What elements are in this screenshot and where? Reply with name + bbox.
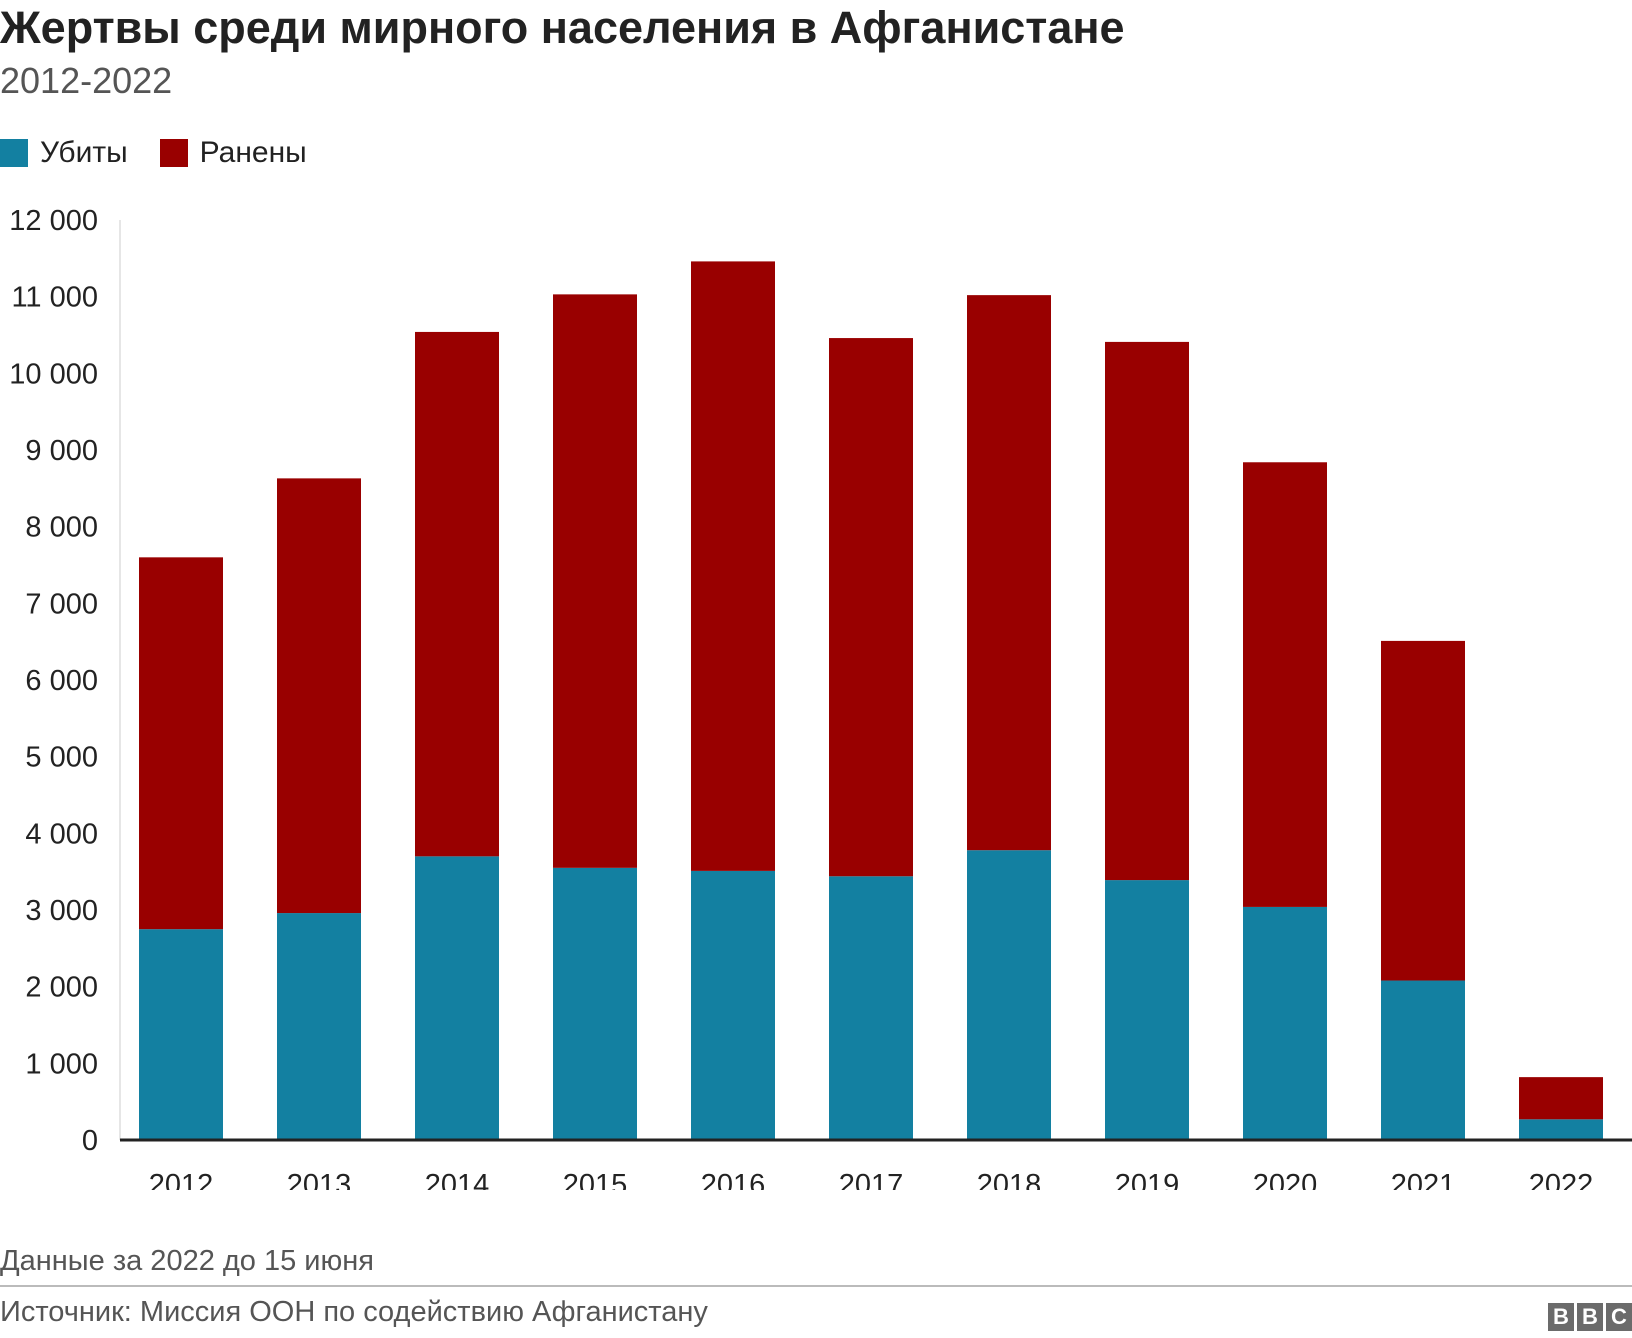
bar-killed <box>691 870 775 1140</box>
x-tick-label: 2021 <box>1391 1169 1456 1190</box>
bar-killed <box>1519 1119 1603 1140</box>
y-tick-label: 9 000 <box>25 435 98 467</box>
bar-killed <box>1243 906 1327 1140</box>
x-tick-label: 2012 <box>149 1169 214 1190</box>
bar-killed <box>415 856 499 1140</box>
source-text: Источник: Миссия ООН по содействию Афган… <box>0 1296 708 1328</box>
y-tick-label: 5 000 <box>25 742 98 774</box>
bar-killed <box>1381 980 1465 1140</box>
bar-wounded <box>829 338 913 877</box>
bar-wounded <box>1243 462 1327 907</box>
legend-item-killed: Убиты <box>0 136 128 170</box>
legend-label-wounded: Ранены <box>199 136 307 169</box>
logo-letter: B <box>1548 1303 1574 1331</box>
stacked-bar-chart: 0 1 000 2 000 3 000 4 000 5 000 6 000 7 000 8 00… <box>9 205 1632 1190</box>
bbc-logo: B B C <box>1545 1303 1632 1331</box>
x-tick-label: 2018 <box>977 1169 1042 1190</box>
bar-wounded <box>967 295 1051 851</box>
bar-wounded <box>415 331 499 857</box>
y-tick-label: 6 000 <box>25 665 98 697</box>
bar-killed <box>829 876 913 1140</box>
y-tick-label: 0 <box>82 1125 98 1157</box>
y-tick-label: 1 000 <box>25 1048 98 1080</box>
y-tick-label: 3 000 <box>25 895 98 927</box>
y-tick-label: 8 000 <box>25 512 98 544</box>
legend-swatch-wounded <box>159 139 188 167</box>
legend-label-killed: Убиты <box>40 136 128 169</box>
bar-wounded <box>691 261 775 871</box>
y-tick-label: 4 000 <box>25 818 98 850</box>
bar-wounded <box>1105 341 1189 881</box>
chart-subtitle: 2012-2022 <box>0 60 173 101</box>
bar-killed <box>967 850 1051 1140</box>
legend: Убиты Ранены <box>0 136 339 170</box>
legend-item-wounded: Ранены <box>159 136 307 170</box>
bar-killed <box>1105 880 1189 1140</box>
y-tick-label: 11 000 <box>11 282 98 314</box>
bar-killed <box>553 867 637 1140</box>
bar-wounded <box>1519 1077 1603 1120</box>
x-tick-label: 2013 <box>287 1169 352 1190</box>
bar-killed <box>277 913 361 1140</box>
footer-divider <box>0 1285 1632 1287</box>
y-tick-label: 2 000 <box>25 972 98 1004</box>
bar-wounded <box>553 294 637 868</box>
footnote: Данные за 2022 до 15 июня <box>0 1245 374 1277</box>
bar-wounded <box>139 557 223 930</box>
bar-wounded <box>277 478 361 914</box>
chart-title: Жертвы среди мирного населения в Афганис… <box>0 2 1125 53</box>
x-tick-label: 2016 <box>701 1169 766 1190</box>
x-tick-label: 2017 <box>839 1169 904 1190</box>
bar-wounded <box>1381 640 1465 981</box>
y-tick-label: 7 000 <box>25 588 98 620</box>
logo-letter: B <box>1577 1303 1603 1331</box>
x-tick-label: 2020 <box>1253 1169 1318 1190</box>
x-tick-label: 2014 <box>425 1169 490 1190</box>
x-tick-label: 2022 <box>1529 1169 1594 1190</box>
y-tick-label: 12 000 <box>9 205 98 237</box>
legend-swatch-killed <box>0 139 28 167</box>
y-tick-label: 10 000 <box>9 358 98 390</box>
logo-letter: C <box>1606 1303 1632 1331</box>
bar-killed <box>139 929 223 1140</box>
x-tick-label: 2015 <box>563 1169 628 1190</box>
x-tick-label: 2019 <box>1115 1169 1180 1190</box>
